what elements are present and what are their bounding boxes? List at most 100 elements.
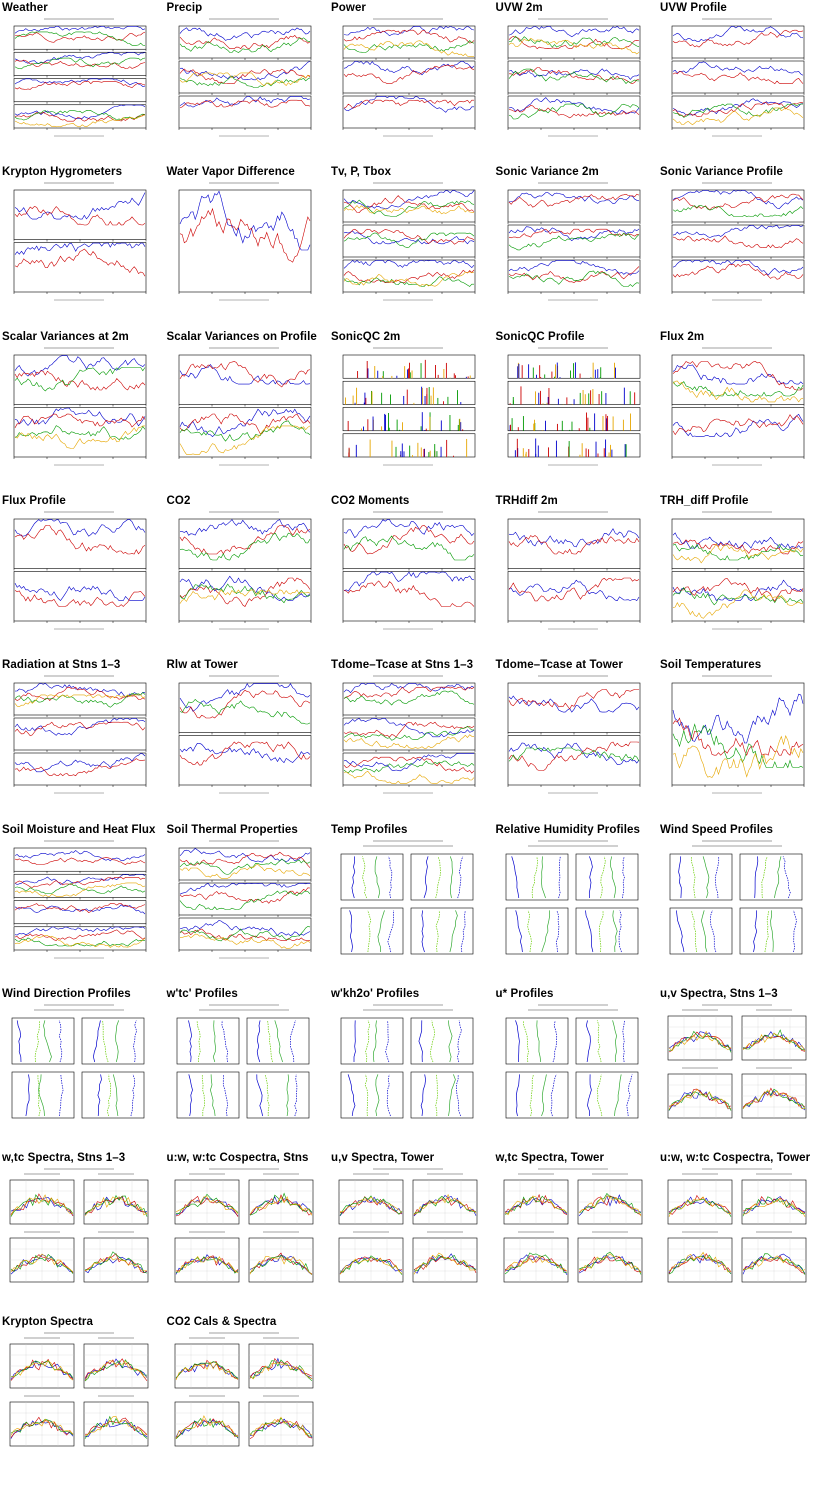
plot-title[interactable]: Tdome–Tcase at Stns 1–3 — [331, 659, 474, 672]
plot-cell[interactable]: Weather — [0, 0, 160, 160]
plot-thumbnail[interactable] — [497, 180, 648, 309]
plot-title[interactable]: SonicQC 2m — [331, 330, 401, 343]
plot-title[interactable]: Temp Profiles — [331, 823, 408, 836]
plot-title[interactable]: u:w, w:tc Cospectra, Tower — [660, 1152, 811, 1165]
plot-title[interactable]: Power — [331, 2, 367, 14]
plot-title[interactable]: UVW Profile — [660, 2, 727, 14]
plot-cell[interactable]: Relative Humidity Profiles — [494, 822, 654, 982]
plot-thumbnail[interactable] — [168, 180, 319, 309]
plot-cell[interactable]: CO2 — [165, 493, 325, 653]
plot-cell[interactable]: Soil Temperatures — [658, 657, 818, 817]
plot-title[interactable]: u,v Spectra, Tower — [331, 1152, 435, 1165]
plot-cell[interactable]: u,v Spectra, Stns 1–3 — [658, 986, 818, 1146]
plot-thumbnail[interactable] — [662, 1166, 812, 1295]
plot-title[interactable]: Sonic Variance Profile — [660, 166, 784, 179]
plot-title[interactable]: TRH_diff Profile — [660, 494, 749, 507]
plot-cell[interactable]: Sonic Variance 2m — [494, 164, 654, 324]
plot-cell[interactable]: UVW 2m — [494, 0, 654, 160]
plot-title[interactable]: Sonic Variance 2m — [495, 166, 599, 179]
plot-thumbnail[interactable] — [4, 1330, 154, 1459]
plot-thumbnail[interactable] — [333, 16, 483, 144]
plot-cell[interactable]: Wind Speed Profiles — [658, 822, 818, 982]
plot-title[interactable]: Krypton Spectra — [2, 1316, 93, 1329]
plot-title[interactable]: Water Vapor Difference — [166, 166, 295, 179]
plot-thumbnail[interactable] — [4, 1001, 154, 1130]
plot-thumbnail[interactable] — [497, 16, 648, 144]
plot-thumbnail[interactable] — [497, 673, 648, 802]
plot-thumbnail[interactable] — [333, 180, 483, 309]
plot-title[interactable]: Soil Moisture and Heat Flux — [2, 823, 156, 836]
plot-cell[interactable]: SonicQC Profile — [494, 329, 654, 489]
plot-thumbnail[interactable] — [333, 837, 483, 966]
plot-cell[interactable]: TRH_diff Profile — [658, 493, 818, 653]
plot-thumbnail[interactable] — [168, 508, 319, 637]
plot-thumbnail[interactable] — [333, 673, 483, 802]
plot-title[interactable]: w,tc Spectra, Stns 1–3 — [2, 1152, 126, 1165]
plot-thumbnail[interactable] — [662, 1001, 812, 1130]
plot-cell[interactable]: w'kh2o' Profiles — [329, 986, 489, 1146]
plot-thumbnail[interactable] — [662, 180, 812, 309]
plot-cell[interactable]: u* Profiles — [494, 986, 654, 1146]
plot-title[interactable]: Precip — [166, 2, 203, 14]
plot-cell[interactable]: u:w, w:tc Cospectra, Stns — [165, 1150, 325, 1310]
plot-title[interactable]: Radiation at Stns 1–3 — [2, 659, 121, 672]
plot-thumbnail[interactable] — [4, 16, 154, 144]
plot-thumbnail[interactable] — [662, 16, 812, 144]
plot-thumbnail[interactable] — [168, 837, 319, 966]
plot-thumbnail[interactable] — [4, 1166, 154, 1295]
plot-cell[interactable]: Krypton Spectra — [0, 1314, 160, 1474]
plot-thumbnail[interactable] — [333, 344, 483, 473]
plot-title[interactable]: TRHdiff 2m — [495, 494, 558, 507]
plot-thumbnail[interactable] — [4, 837, 154, 966]
plot-title[interactable]: Wind Direction Profiles — [2, 987, 131, 1000]
plot-thumbnail[interactable] — [497, 508, 648, 637]
plot-cell[interactable]: Krypton Hygrometers — [0, 164, 160, 324]
plot-thumbnail[interactable] — [4, 180, 154, 309]
plot-thumbnail[interactable] — [662, 673, 812, 802]
plot-cell[interactable]: Power — [329, 0, 489, 160]
plot-title[interactable]: Soil Thermal Properties — [166, 823, 298, 836]
plot-title[interactable]: CO2 — [166, 494, 191, 507]
plot-thumbnail[interactable] — [497, 344, 648, 473]
plot-thumbnail[interactable] — [497, 1166, 648, 1295]
plot-thumbnail[interactable] — [4, 673, 154, 802]
plot-cell[interactable]: Scalar Variances at 2m — [0, 329, 160, 489]
plot-title[interactable]: Scalar Variances at 2m — [2, 330, 129, 343]
plot-title[interactable]: Rlw at Tower — [166, 659, 238, 672]
plot-title[interactable]: Tdome–Tcase at Tower — [495, 659, 623, 672]
plot-thumbnail[interactable] — [4, 508, 154, 637]
plot-thumbnail[interactable] — [497, 837, 648, 966]
plot-title[interactable]: w'kh2o' Profiles — [331, 987, 420, 1000]
plot-title[interactable]: u:w, w:tc Cospectra, Stns — [166, 1152, 309, 1165]
plot-cell[interactable]: w,tc Spectra, Stns 1–3 — [0, 1150, 160, 1310]
plot-thumbnail[interactable] — [662, 344, 812, 473]
plot-cell[interactable]: Flux Profile — [0, 493, 160, 653]
plot-thumbnail[interactable] — [168, 1166, 319, 1295]
plot-cell[interactable]: Tdome–Tcase at Stns 1–3 — [329, 657, 489, 817]
plot-title[interactable]: u,v Spectra, Stns 1–3 — [660, 987, 778, 1000]
plot-cell[interactable]: Soil Thermal Properties — [165, 822, 325, 982]
plot-cell[interactable]: w,tc Spectra, Tower — [494, 1150, 654, 1310]
plot-cell[interactable]: Radiation at Stns 1–3 — [0, 657, 160, 817]
plot-title[interactable]: Scalar Variances on Profile — [166, 330, 317, 343]
plot-cell[interactable]: Scalar Variances on Profile — [165, 329, 325, 489]
plot-cell[interactable]: UVW Profile — [658, 0, 818, 160]
plot-cell[interactable]: CO2 Moments — [329, 493, 489, 653]
plot-title[interactable]: u* Profiles — [495, 987, 554, 1000]
plot-title[interactable]: Wind Speed Profiles — [660, 823, 773, 836]
plot-title[interactable]: w,tc Spectra, Tower — [495, 1152, 605, 1165]
plot-cell[interactable]: Temp Profiles — [329, 822, 489, 982]
plot-title[interactable]: Relative Humidity Profiles — [495, 823, 640, 836]
plot-title[interactable]: Krypton Hygrometers — [2, 166, 123, 179]
plot-cell[interactable]: Flux 2m — [658, 329, 818, 489]
plot-thumbnail[interactable] — [662, 837, 812, 966]
plot-title[interactable]: CO2 Moments — [331, 494, 410, 507]
plot-cell[interactable]: Tv, P, Tbox — [329, 164, 489, 324]
plot-thumbnail[interactable] — [333, 1001, 483, 1130]
plot-cell[interactable]: SonicQC 2m — [329, 329, 489, 489]
plot-cell[interactable]: CO2 Cals & Spectra — [165, 1314, 325, 1474]
plot-cell[interactable]: w'tc' Profiles — [165, 986, 325, 1146]
plot-thumbnail[interactable] — [662, 508, 812, 637]
plot-thumbnail[interactable] — [4, 344, 154, 473]
plot-thumbnail[interactable] — [168, 344, 319, 473]
